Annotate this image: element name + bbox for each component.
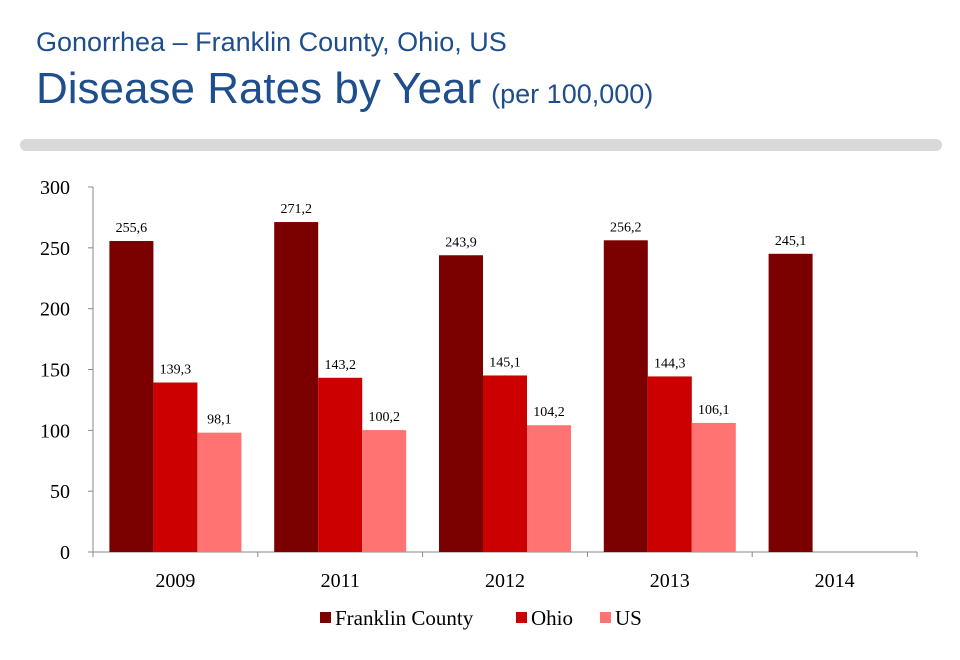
x-category-label: 2014 xyxy=(815,570,855,592)
slide-subtitle: Gonorrhea – Franklin County, Ohio, US xyxy=(36,27,507,57)
bar xyxy=(647,376,692,552)
bar xyxy=(768,253,813,553)
legend-swatch xyxy=(516,612,527,623)
y-tick-label: 0 xyxy=(60,542,70,564)
legend-swatch xyxy=(600,612,611,623)
data-label: 256,2 xyxy=(610,220,642,235)
x-category-label: 2011 xyxy=(321,570,360,592)
slide-title: Disease Rates by Year xyxy=(36,64,482,113)
bar xyxy=(153,382,198,552)
legend-label: Ohio xyxy=(531,606,573,630)
x-category-label: 2009 xyxy=(155,570,195,592)
bar xyxy=(603,240,648,553)
data-label: 143,2 xyxy=(324,358,356,373)
data-label: 139,3 xyxy=(160,363,192,378)
data-label: 106,1 xyxy=(698,403,730,418)
slide-header: Gonorrhea – Franklin County, Ohio, US Di… xyxy=(36,26,940,114)
bar xyxy=(109,241,154,552)
data-label: 104,2 xyxy=(533,405,565,420)
y-tick-label: 200 xyxy=(40,299,70,321)
data-label: 255,6 xyxy=(116,221,148,236)
bar xyxy=(527,425,571,552)
bar xyxy=(691,422,736,552)
y-tick-label: 300 xyxy=(40,177,70,199)
data-label: 271,2 xyxy=(280,202,312,217)
header-divider xyxy=(20,139,942,151)
bar xyxy=(439,255,483,552)
data-label: 145,1 xyxy=(489,355,521,370)
y-tick-label: 250 xyxy=(40,238,70,260)
bar xyxy=(274,222,319,553)
legend-swatch xyxy=(320,612,331,623)
data-label: 243,9 xyxy=(445,235,477,250)
y-tick-label: 50 xyxy=(50,481,70,503)
y-tick-label: 150 xyxy=(40,360,70,382)
x-category-label: 2012 xyxy=(485,570,525,592)
bar xyxy=(362,430,407,552)
bar xyxy=(197,432,242,552)
y-tick-label: 100 xyxy=(40,420,70,442)
data-label: 100,2 xyxy=(368,410,400,425)
bar xyxy=(483,375,527,552)
data-label: 245,1 xyxy=(775,234,807,249)
bar xyxy=(318,377,363,552)
data-label: 144,3 xyxy=(654,356,686,371)
title-unit: (per 100,000) xyxy=(491,79,654,109)
data-label: 98,1 xyxy=(207,413,232,428)
title-row: Disease Rates by Year (per 100,000) xyxy=(36,64,940,114)
x-category-label: 2013 xyxy=(650,570,690,592)
legend-label: US xyxy=(615,606,642,630)
legend-label: Franklin County xyxy=(335,606,474,630)
